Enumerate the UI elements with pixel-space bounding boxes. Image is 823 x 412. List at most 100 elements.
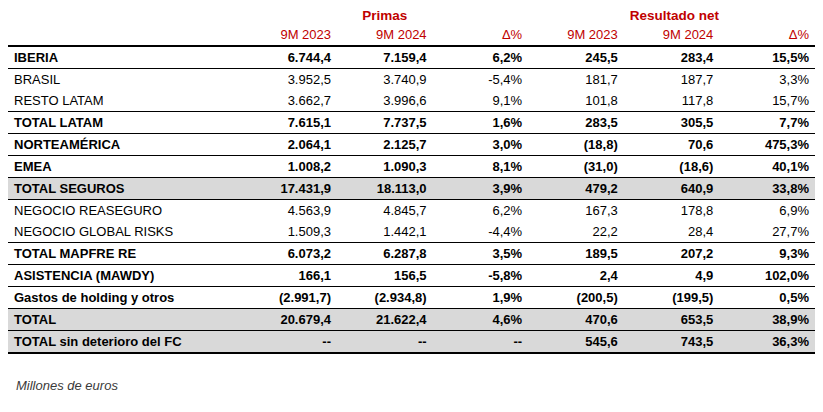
cell: (200,5) xyxy=(528,287,624,309)
cell: 3.996,6 xyxy=(337,90,433,112)
row-label: NORTEAMÉRICA xyxy=(8,134,241,156)
cell: 70,6 xyxy=(624,134,720,156)
table-row-total: TOTAL 20.679,4 21.622,4 4,6% 470,6 653,5… xyxy=(8,309,815,331)
row-label: TOTAL MAPFRE RE xyxy=(8,243,241,265)
cell: (18,6) xyxy=(624,156,720,178)
table-row-negocio-global-risks: NEGOCIO GLOBAL RISKS 1.509,3 1.442,1 -4,… xyxy=(8,221,815,243)
cell: 743,5 xyxy=(624,331,720,354)
group-header-spacer xyxy=(719,5,815,24)
cell: 166,1 xyxy=(241,265,337,287)
table-row-total-latam: TOTAL LATAM 7.615,1 7.737,5 1,6% 283,5 3… xyxy=(8,112,815,134)
group-header-resultado-neto: Resultado neto xyxy=(624,5,720,24)
cell: 653,5 xyxy=(624,309,720,331)
cell: 4.563,9 xyxy=(241,200,337,222)
table-row-iberia: IBERIA 6.744,4 7.159,4 6,2% 245,5 283,4 … xyxy=(8,46,815,69)
row-label: EMEA xyxy=(8,156,241,178)
table-row-emea: EMEA 1.008,2 1.090,3 8,1% (31,0) (18,6) … xyxy=(8,156,815,178)
cell: 3,0% xyxy=(433,134,529,156)
table-row-asistencia-mawdy: ASISTENCIA (MAWDY) 166,1 156,5 -5,8% 2,4… xyxy=(8,265,815,287)
cell: 18.113,0 xyxy=(337,178,433,200)
cell: 3,9% xyxy=(433,178,529,200)
cell: 207,2 xyxy=(624,243,720,265)
cell: 27,7% xyxy=(719,221,815,243)
cell: 6.744,4 xyxy=(241,46,337,69)
cell: (31,0) xyxy=(528,156,624,178)
results-table: Primas Resultado neto 9M 2023 9M 2024 Δ%… xyxy=(8,5,815,354)
cell: 9,3% xyxy=(719,243,815,265)
row-label: RESTO LATAM xyxy=(8,90,241,112)
table-row-total-sin-deterioro: TOTAL sin deterioro del FC -- -- -- 545,… xyxy=(8,331,815,354)
cell: 101,8 xyxy=(528,90,624,112)
cell: 1,9% xyxy=(433,287,529,309)
cell: 102,0% xyxy=(719,265,815,287)
cell: 15,7% xyxy=(719,90,815,112)
cell: 187,7 xyxy=(624,69,720,91)
group-header-spacer xyxy=(241,5,337,24)
units-footnote: Millones de euros xyxy=(16,378,815,393)
cell: (199,5) xyxy=(624,287,720,309)
cell: 305,5 xyxy=(624,112,720,134)
row-label: NEGOCIO REASEGURO xyxy=(8,200,241,222)
row-label: IBERIA xyxy=(8,46,241,69)
cell: 21.622,4 xyxy=(337,309,433,331)
row-label: NEGOCIO GLOBAL RISKS xyxy=(8,221,241,243)
header-resultado-delta: Δ% xyxy=(719,24,815,46)
header-resultado-9m2023: 9M 2023 xyxy=(528,24,624,46)
cell: -4,4% xyxy=(433,221,529,243)
cell: 2.125,7 xyxy=(337,134,433,156)
column-header-spacer xyxy=(8,24,241,46)
cell: (18,8) xyxy=(528,134,624,156)
cell: 4,6% xyxy=(433,309,529,331)
row-label: TOTAL LATAM xyxy=(8,112,241,134)
cell: (2.991,7) xyxy=(241,287,337,309)
group-header-primas: Primas xyxy=(337,5,433,24)
cell: 4,9 xyxy=(624,265,720,287)
header-primas-delta: Δ% xyxy=(433,24,529,46)
cell: -5,4% xyxy=(433,69,529,91)
table-row-norteamerica: NORTEAMÉRICA 2.064,1 2.125,7 3,0% (18,8)… xyxy=(8,134,815,156)
cell: 0,5% xyxy=(719,287,815,309)
cell: 22,2 xyxy=(528,221,624,243)
cell: 189,5 xyxy=(528,243,624,265)
cell: 20.679,4 xyxy=(241,309,337,331)
cell: 283,4 xyxy=(624,46,720,69)
table-row-negocio-reaseguro: NEGOCIO REASEGURO 4.563,9 4.845,7 6,2% 1… xyxy=(8,200,815,222)
cell: 178,8 xyxy=(624,200,720,222)
cell: 38,9% xyxy=(719,309,815,331)
table-row-total-seguros: TOTAL SEGUROS 17.431,9 18.113,0 3,9% 479… xyxy=(8,178,815,200)
cell: 1.442,1 xyxy=(337,221,433,243)
row-label: TOTAL SEGUROS xyxy=(8,178,241,200)
row-label: BRASIL xyxy=(8,69,241,91)
cell: 640,9 xyxy=(624,178,720,200)
group-header-spacer xyxy=(528,5,624,24)
cell: 545,6 xyxy=(528,331,624,354)
cell: 33,8% xyxy=(719,178,815,200)
cell: 1.008,2 xyxy=(241,156,337,178)
row-label: TOTAL xyxy=(8,309,241,331)
cell: 40,1% xyxy=(719,156,815,178)
cell: 7.615,1 xyxy=(241,112,337,134)
cell: 156,5 xyxy=(337,265,433,287)
cell: 2,4 xyxy=(528,265,624,287)
cell: 2.064,1 xyxy=(241,134,337,156)
cell: -- xyxy=(433,331,529,354)
row-label: TOTAL sin deterioro del FC xyxy=(8,331,241,354)
row-label: Gastos de holding y otros xyxy=(8,287,241,309)
cell: 36,3% xyxy=(719,331,815,354)
cell: 3,5% xyxy=(433,243,529,265)
cell: 470,6 xyxy=(528,309,624,331)
cell: 17.431,9 xyxy=(241,178,337,200)
cell: 1.509,3 xyxy=(241,221,337,243)
header-resultado-9m2024: 9M 2024 xyxy=(624,24,720,46)
cell: 4.845,7 xyxy=(337,200,433,222)
cell: 7,7% xyxy=(719,112,815,134)
cell: 245,5 xyxy=(528,46,624,69)
cell: 6.287,8 xyxy=(337,243,433,265)
header-primas-9m2024: 9M 2024 xyxy=(337,24,433,46)
cell: -5,8% xyxy=(433,265,529,287)
cell: -- xyxy=(337,331,433,354)
cell: 6,2% xyxy=(433,46,529,69)
cell: 6.073,2 xyxy=(241,243,337,265)
cell: 3.952,5 xyxy=(241,69,337,91)
cell: 6,9% xyxy=(719,200,815,222)
